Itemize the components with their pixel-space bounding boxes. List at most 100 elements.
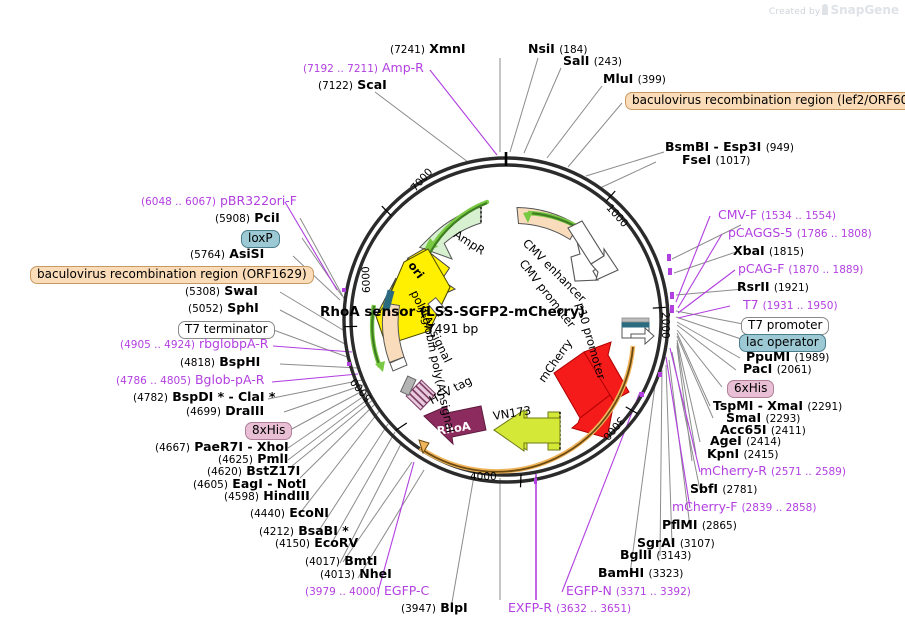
site-label-draiii: (4699) DraIII bbox=[186, 404, 264, 418]
primer-label-pcaggs-5: pCAGGS-5 (1786 .. 1808) bbox=[728, 225, 872, 240]
feature-p10-promoter bbox=[621, 317, 655, 346]
site-position: (2291) bbox=[807, 401, 843, 413]
site-label-nhei: (4013) NheI bbox=[320, 566, 392, 581]
feature-small-gray-box bbox=[399, 375, 417, 396]
site-name: AsiSI bbox=[229, 246, 265, 261]
site-name: BglII bbox=[620, 547, 653, 562]
feature-mcherry bbox=[553, 341, 630, 439]
site-position: (4017) bbox=[305, 556, 340, 568]
site-position: (1017) bbox=[715, 155, 751, 167]
site-name: NsiI bbox=[528, 41, 555, 56]
site-name: PciI bbox=[254, 210, 280, 225]
badge-8xhis-left: 8xHis bbox=[245, 421, 293, 440]
primer-position: (4905 .. 4924) bbox=[120, 339, 195, 351]
site-position: (1815) bbox=[769, 246, 804, 258]
primer-position: (7192 .. 7211) bbox=[303, 63, 378, 75]
site-label-bstz17i: (4620) BstZ17I bbox=[207, 463, 301, 478]
site-label-xmni: (7241) XmnI bbox=[390, 41, 466, 56]
site-position: (3107) bbox=[679, 538, 715, 550]
site-name: NheI bbox=[359, 566, 392, 581]
feature-vn173 bbox=[493, 409, 561, 452]
site-name: ScaI bbox=[357, 77, 387, 92]
site-position: (4598) bbox=[224, 491, 259, 503]
primer-label-t7: T7 (1931 .. 1950) bbox=[743, 298, 838, 312]
primer-name: pBR322ori-F bbox=[219, 193, 297, 208]
primer-position: (4786 .. 4805) bbox=[116, 375, 191, 387]
site-label-kpni: KpnI (2415) bbox=[707, 447, 779, 461]
site-label-ppumi: PpuMI (1989) bbox=[746, 350, 829, 364]
primer-position: (1786 .. 1808) bbox=[796, 228, 872, 240]
site-name: BspDI * - ClaI * bbox=[172, 389, 276, 404]
site-label-bsmbi-esp3i: BsmBI - Esp3I (949) bbox=[665, 140, 794, 154]
site-position: (4440) bbox=[250, 508, 285, 520]
snapgene-watermark: Created by SnapGene bbox=[769, 3, 899, 17]
site-name: SgrAI bbox=[637, 535, 676, 550]
primer-name: EXFP-R bbox=[508, 600, 553, 615]
site-position: (3143) bbox=[656, 550, 692, 562]
site-name: EagI - NotI bbox=[232, 476, 307, 491]
site-label-rsrii: RsrII (1921) bbox=[737, 279, 809, 294]
site-label-acc65i: Acc65I (2411) bbox=[720, 423, 806, 437]
site-position: (949) bbox=[765, 142, 794, 154]
plasmid-name: RhoA sensor (LSS-SGFP2-mCherry) bbox=[319, 304, 586, 320]
site-name: XbaI bbox=[733, 243, 765, 258]
primer-position: (2839 .. 2858) bbox=[741, 502, 817, 514]
badge-t7-terminator: T7 terminator bbox=[178, 320, 275, 339]
site-label-bsphi: (4818) BspHI bbox=[180, 355, 260, 369]
site-label-eagi-noti: (4605) EagI - NotI bbox=[193, 476, 307, 491]
primer-name: CMV-F bbox=[718, 207, 758, 222]
site-label-blpi: (3947) BlpI bbox=[401, 601, 468, 615]
site-name: XmnI bbox=[429, 41, 466, 56]
feature-hsv-tag bbox=[405, 379, 437, 411]
primer-label-egfp-n: EGFP-N (3371 .. 3392) bbox=[566, 584, 691, 598]
site-position: (2061) bbox=[776, 364, 812, 376]
site-label-sgrai: SgrAI (3107) bbox=[637, 535, 715, 550]
watermark-brand: SnapGene bbox=[830, 3, 899, 17]
primer-label-egfp-c: (3979 .. 4000) EGFP-C bbox=[305, 584, 429, 598]
site-label-nsii: NsiI (184) bbox=[528, 41, 587, 56]
primer-label-exfp-r: EXFP-R (3632 .. 3651) bbox=[508, 600, 631, 615]
site-position: (4620) bbox=[207, 466, 242, 478]
primer-name: mCherry-R bbox=[700, 463, 767, 478]
site-label-mlui: MluI (399) bbox=[603, 72, 666, 86]
site-name: BstZ17I bbox=[246, 463, 301, 478]
site-position: (4699) bbox=[186, 406, 221, 418]
site-name: EcoRV bbox=[314, 535, 359, 550]
badge-lac-operator: lac operator bbox=[739, 333, 826, 352]
site-name: TspMI - XmaI bbox=[713, 398, 803, 413]
primer-label-mcherry-f: mCherry-F (2839 .. 2858) bbox=[672, 500, 817, 514]
primer-name: Amp-R bbox=[381, 60, 424, 75]
site-name: SbfI bbox=[690, 481, 719, 496]
site-position: (2414) bbox=[746, 436, 782, 448]
site-label-hindiii: (4598) HindIII bbox=[224, 489, 310, 503]
site-position: (7122) bbox=[318, 80, 353, 92]
primer-name: pCAGGS-5 bbox=[728, 225, 793, 240]
site-label-pcii: (5908) PciI bbox=[215, 210, 280, 225]
badge-text: baculovirus recombination region (ORF162… bbox=[30, 266, 314, 284]
badge-text: T7 promoter bbox=[741, 317, 830, 335]
site-name: BamHI bbox=[598, 565, 645, 580]
site-position: (2411) bbox=[770, 425, 806, 437]
tick-label-4000: 4000 bbox=[470, 471, 497, 483]
site-position: (2415) bbox=[743, 449, 779, 461]
site-position: (4667) bbox=[155, 442, 190, 454]
site-position: (3323) bbox=[648, 568, 684, 580]
site-name: RsrII bbox=[737, 279, 770, 294]
coordinate-ticks bbox=[344, 190, 666, 488]
primer-position: (6048 .. 6067) bbox=[141, 196, 216, 208]
site-label-paci: PacI (2061) bbox=[743, 362, 812, 376]
backbone-feature-ticks bbox=[342, 254, 674, 484]
primer-position: (3979 .. 4000) bbox=[305, 586, 380, 598]
site-position: (4818) bbox=[180, 357, 215, 369]
site-position: (243) bbox=[593, 56, 622, 68]
site-position: (4212) bbox=[259, 526, 294, 538]
primer-label-rbglobpa-r: (4905 .. 4924) rbglobpA-R bbox=[120, 337, 268, 351]
feature-ampr bbox=[418, 199, 490, 260]
badge-text: 6xHis bbox=[727, 380, 775, 398]
primer-name: Bglob-pA-R bbox=[194, 372, 265, 387]
site-name: BsaBI * bbox=[298, 523, 349, 538]
badge-6xhis-right: 6xHis bbox=[727, 379, 775, 398]
primer-label-bglob-pa-r: (4786 .. 4805) Bglob-pA-R bbox=[116, 372, 265, 387]
site-label-bsabi: (4212) BsaBI * bbox=[259, 523, 349, 538]
